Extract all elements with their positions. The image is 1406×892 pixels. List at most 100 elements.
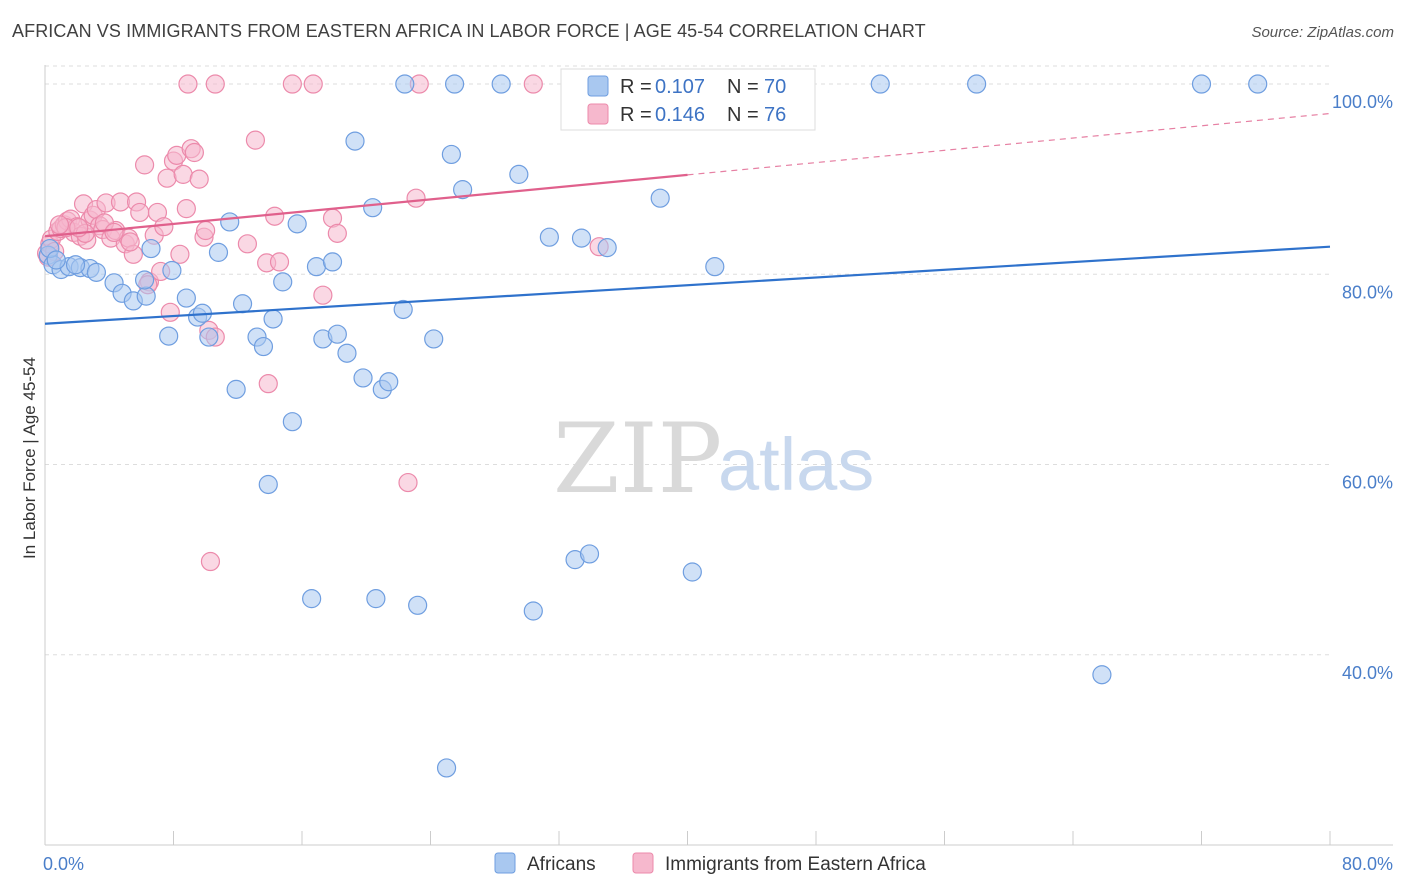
y-axis-label: In Labor Force | Age 45-54 xyxy=(20,357,39,559)
eastern-africa-point xyxy=(237,234,257,254)
africans-point xyxy=(273,272,293,292)
eastern-africa-point xyxy=(178,74,198,94)
africans-point xyxy=(302,589,322,609)
eastern-africa-point xyxy=(205,74,225,94)
legend-n-value-africans: 70 xyxy=(764,76,786,98)
legend-swatch-eastern xyxy=(587,103,609,125)
axes xyxy=(44,65,1393,846)
africans-point xyxy=(258,474,278,495)
africans-point xyxy=(141,238,161,259)
eastern-africa-point xyxy=(173,164,193,184)
africans-point xyxy=(327,324,347,344)
africans-point xyxy=(363,198,383,218)
eastern-trend-line xyxy=(44,173,688,238)
bottom-legend-label-eastern: Immigrants from Eastern Africa xyxy=(665,854,926,875)
eastern-africa-point xyxy=(398,472,418,493)
africans-point xyxy=(870,74,890,94)
legend-r-value-eastern: 0.146 xyxy=(655,104,705,126)
africans-point xyxy=(408,595,428,615)
africans-point xyxy=(199,327,219,347)
eastern-africa-point xyxy=(104,222,124,243)
x-tick-label: 0.0% xyxy=(43,854,84,874)
eastern-trend-line-extension xyxy=(687,112,1331,176)
africans-point xyxy=(287,214,307,234)
top-legend: R = 0.107 N = 70 R = 0.146 N = 76 xyxy=(560,68,816,131)
africans-point xyxy=(322,252,343,272)
eastern-africa-point xyxy=(154,217,174,237)
africans-point xyxy=(306,257,327,277)
africans-point xyxy=(134,270,155,290)
africans-point xyxy=(509,164,529,184)
eastern-africa-point xyxy=(200,551,221,572)
africans-point xyxy=(366,589,386,609)
africans-point xyxy=(453,180,473,200)
bottom-legend-swatch-africans xyxy=(494,852,516,874)
africans-point xyxy=(682,562,702,582)
africans-point xyxy=(282,412,302,432)
y-tick-labels: 40.0% 60.0% 80.0% 100.0% xyxy=(1332,92,1393,683)
africans-point xyxy=(136,286,156,306)
africans-point xyxy=(967,74,987,94)
eastern-africa-point xyxy=(120,232,140,252)
chart-title: AFRICAN VS IMMIGRANTS FROM EASTERN AFRIC… xyxy=(12,21,926,41)
africans-point xyxy=(436,758,457,778)
africans-point xyxy=(393,299,413,320)
eastern-africa-point xyxy=(258,374,278,394)
africans-point xyxy=(705,257,725,277)
africans-point xyxy=(395,74,415,94)
source-label: Source: ZipAtlas.com xyxy=(1251,24,1394,41)
legend-r-label-eastern: R = xyxy=(620,104,652,126)
eastern-africa-point xyxy=(327,223,347,243)
eastern-africa-point xyxy=(184,142,204,163)
bottom-legend-swatch-eastern xyxy=(632,852,654,874)
eastern-africa-point xyxy=(49,215,70,235)
legend-r-label-africans: R = xyxy=(620,76,652,98)
africans-point xyxy=(46,250,66,270)
watermark: ZIP atlas xyxy=(553,403,874,515)
africans-point xyxy=(353,368,373,388)
watermark-zip: ZIP xyxy=(553,403,722,515)
africans-point xyxy=(441,144,461,165)
africans-point xyxy=(220,212,240,232)
y-tick-label: 40.0% xyxy=(1342,663,1393,683)
eastern-africa-point xyxy=(245,130,266,150)
eastern-africa-point xyxy=(189,169,209,189)
eastern-africa-point xyxy=(265,206,285,226)
legend-r-value-africans: 0.107 xyxy=(655,76,705,98)
africans-point xyxy=(159,326,179,346)
africans-point xyxy=(65,255,86,275)
bottom-legend-label-africans: Africans xyxy=(527,854,596,875)
legend-swatch-africans xyxy=(587,75,609,97)
legend-n-label-africans: N = xyxy=(727,76,759,98)
africans-point xyxy=(579,544,600,564)
africans-point xyxy=(491,74,511,94)
x-tick-label: 80.0% xyxy=(1342,854,1393,874)
legend-n-value-eastern: 76 xyxy=(764,104,786,126)
africans-point xyxy=(176,288,196,308)
eastern-africa-points xyxy=(37,74,609,572)
eastern-africa-point xyxy=(406,188,426,208)
y-tick-label: 80.0% xyxy=(1342,282,1393,302)
africans-point xyxy=(86,262,107,282)
eastern-africa-point xyxy=(110,192,131,212)
africans-point xyxy=(539,227,559,247)
eastern-africa-point xyxy=(157,168,177,188)
eastern-africa-point xyxy=(523,74,543,94)
eastern-africa-point xyxy=(282,74,302,94)
africans-point xyxy=(424,329,444,349)
africans-point xyxy=(571,228,592,248)
eastern-africa-point xyxy=(303,74,323,94)
eastern-africa-point xyxy=(170,244,190,264)
africans-point xyxy=(597,238,617,258)
africans-point xyxy=(263,309,283,329)
africans-point xyxy=(523,601,543,621)
trend-lines xyxy=(44,112,1331,325)
africans-point xyxy=(253,336,274,357)
x-tick-labels: 0.0% 80.0% xyxy=(43,854,1393,874)
eastern-africa-point xyxy=(134,155,155,175)
africans-point xyxy=(1248,74,1268,94)
y-tick-label: 60.0% xyxy=(1342,473,1393,493)
eastern-africa-point xyxy=(313,285,333,305)
eastern-africa-point xyxy=(196,220,216,241)
